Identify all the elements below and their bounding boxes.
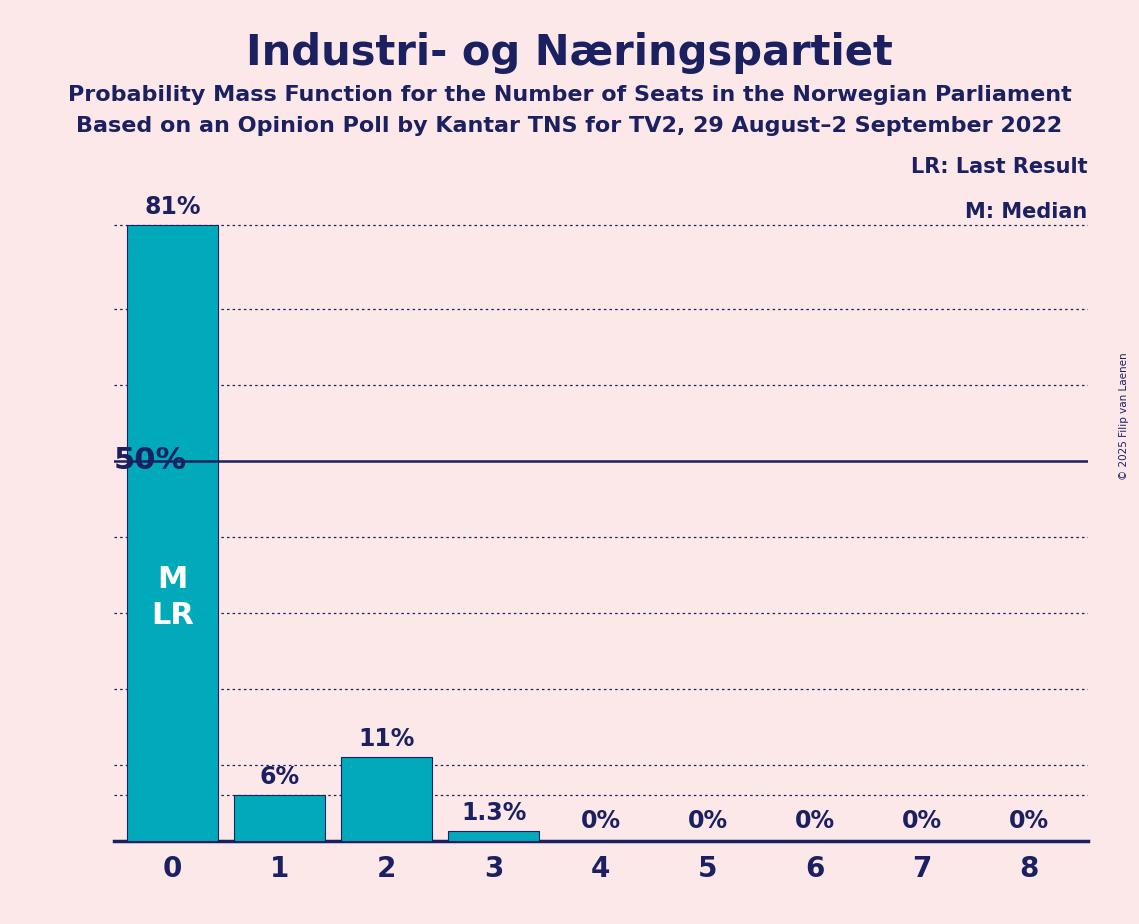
Text: Probability Mass Function for the Number of Seats in the Norwegian Parliament: Probability Mass Function for the Number…: [67, 85, 1072, 105]
Text: 0%: 0%: [688, 809, 728, 833]
Text: 81%: 81%: [145, 195, 200, 219]
Text: Based on an Opinion Poll by Kantar TNS for TV2, 29 August–2 September 2022: Based on an Opinion Poll by Kantar TNS f…: [76, 116, 1063, 137]
Text: 1.3%: 1.3%: [461, 801, 526, 825]
Text: 11%: 11%: [359, 727, 415, 751]
Text: 50%: 50%: [114, 446, 187, 476]
Text: © 2025 Filip van Laenen: © 2025 Filip van Laenen: [1120, 352, 1129, 480]
Text: 0%: 0%: [581, 809, 621, 833]
Text: 0%: 0%: [1009, 809, 1049, 833]
Text: 6%: 6%: [260, 765, 300, 789]
Text: LR: Last Result: LR: Last Result: [911, 157, 1088, 177]
Text: Industri- og Næringspartiet: Industri- og Næringspartiet: [246, 32, 893, 74]
Text: M
LR: M LR: [151, 565, 194, 630]
Bar: [128, 225, 219, 841]
Bar: [235, 796, 326, 841]
Text: 0%: 0%: [795, 809, 835, 833]
Bar: [342, 758, 433, 841]
Bar: [449, 831, 539, 841]
Text: M: Median: M: Median: [966, 201, 1088, 222]
Text: 0%: 0%: [902, 809, 942, 833]
